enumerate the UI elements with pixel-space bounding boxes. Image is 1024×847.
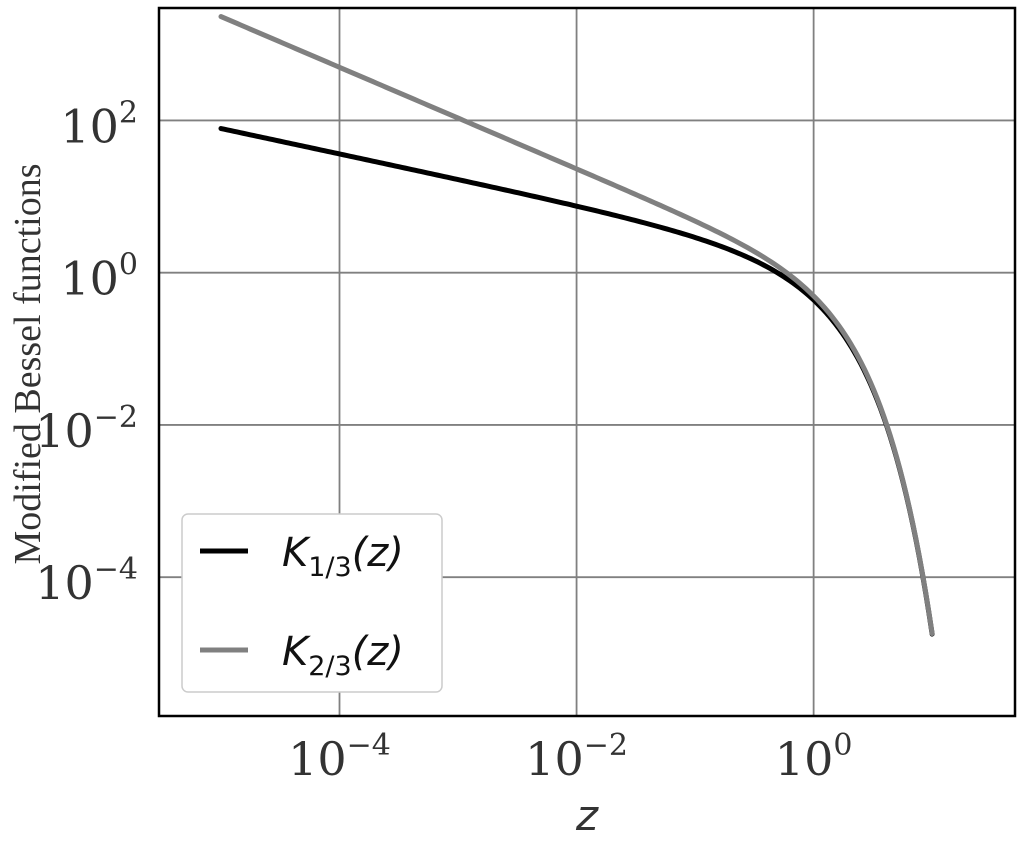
- x-tick-label: 10−2: [525, 728, 628, 786]
- x-tick-label: 100: [775, 728, 853, 786]
- y-axis-label: Modified Bessel functions: [7, 163, 49, 564]
- legend-label-k23: K2/3(z): [282, 629, 404, 682]
- y-tick-label: 100: [60, 248, 138, 306]
- series-line-k13: [218, 126, 935, 637]
- x-tick-label: 10−4: [288, 728, 391, 786]
- x-tick-labels: 10−4 10−2 100: [288, 728, 852, 786]
- x-axis-label: z: [575, 791, 599, 840]
- plot-frame: [157, 6, 1017, 718]
- y-tick-labels: 102 100 10−2 10−4: [35, 95, 138, 610]
- y-tick-label: 102: [60, 95, 138, 153]
- y-tick-label: 10−4: [35, 552, 138, 610]
- legend: K1/3(z) K2/3(z): [181, 513, 443, 693]
- y-tick-label: 10−2: [35, 400, 138, 458]
- legend-label-k13: K1/3(z): [282, 530, 404, 583]
- series-line-k23: [218, 14, 935, 637]
- grid-lines: [159, 8, 1015, 716]
- series-lines: [218, 14, 935, 637]
